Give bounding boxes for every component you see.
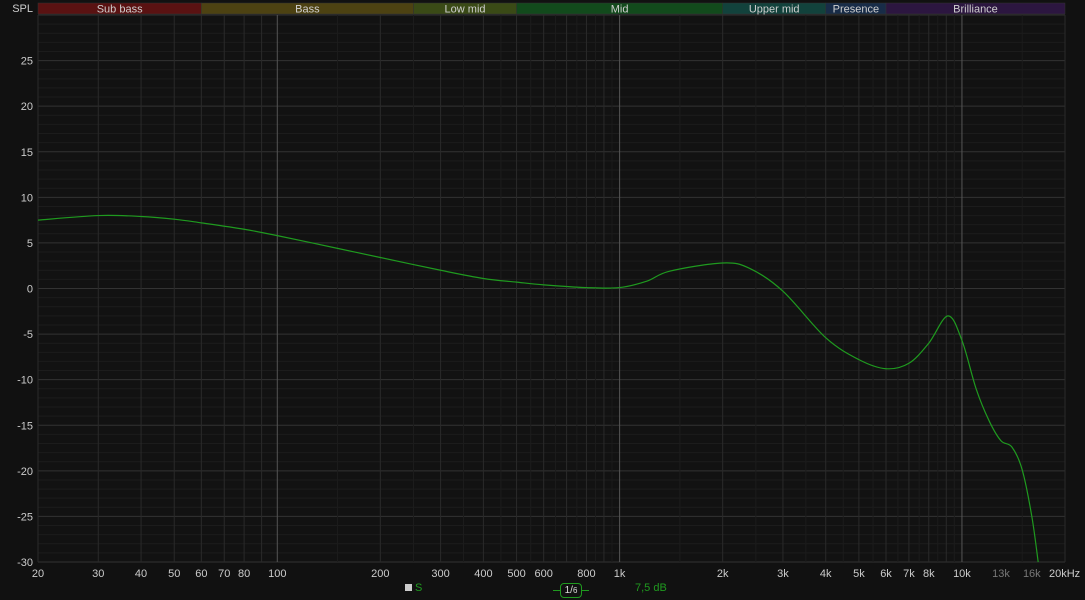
x-tick-label: 8k: [923, 568, 935, 580]
y-tick-label: -15: [17, 420, 33, 432]
x-tick-label: 70: [218, 568, 230, 580]
x-tick-label: 200: [371, 568, 389, 580]
y-tick-label: 20: [21, 101, 33, 113]
x-tick-label: 10k: [953, 568, 971, 580]
y-tick-label: 25: [21, 56, 33, 68]
x-tick-label: 1k: [614, 568, 626, 580]
y-tick-label: -20: [17, 466, 33, 478]
x-tick-label: 2k: [717, 568, 729, 580]
x-tick-label: 20: [32, 568, 44, 580]
band-brilliance: [885, 2, 1066, 15]
y-tick-label: -30: [17, 557, 33, 569]
x-tick-label: 7k: [903, 568, 915, 580]
x-tick-label: 800: [577, 568, 595, 580]
band-label: Low mid: [445, 4, 486, 16]
band-label: Brilliance: [953, 4, 998, 16]
y-tick-label: -5: [23, 329, 33, 341]
x-tick-label: 400: [474, 568, 492, 580]
x-tick-label: 600: [534, 568, 552, 580]
series-visibility-checkbox[interactable]: [405, 584, 412, 591]
y-tick-label: -25: [17, 511, 33, 523]
x-tick-label: 300: [431, 568, 449, 580]
band-label: Mid: [611, 4, 629, 16]
band-label: Bass: [295, 4, 320, 16]
y-tick-label: -10: [17, 375, 33, 387]
band-label: Upper mid: [749, 4, 800, 16]
x-tick-label: 3k: [777, 568, 789, 580]
x-tick-label: 5k: [853, 568, 865, 580]
x-tick-label: 40: [135, 568, 147, 580]
x-tick-label: 16k: [1023, 568, 1041, 580]
series-line-s: [37, 214, 1039, 563]
x-tick-label: 20kHz: [1049, 568, 1080, 580]
x-tick-label: 4k: [820, 568, 832, 580]
smoothing-numerator: 1: [564, 585, 571, 596]
x-tick-label: 50: [168, 568, 180, 580]
y-tick-label: 10: [21, 192, 33, 204]
x-tick-label: 13k: [992, 568, 1010, 580]
x-tick-label: 6k: [880, 568, 892, 580]
band-label: Sub bass: [97, 4, 143, 16]
series-legend-item[interactable]: S: [405, 582, 422, 594]
x-tick-label: 500: [507, 568, 525, 580]
y-tick-label: 5: [27, 238, 33, 250]
series-name: S: [415, 582, 423, 594]
smoothing-indicator[interactable]: 1/6: [553, 582, 589, 598]
y-tick-label: 15: [21, 147, 33, 159]
y-axis-label: SPL: [12, 3, 33, 15]
x-tick-label: 60: [195, 568, 207, 580]
y-tick-label: 0: [27, 284, 33, 296]
smoothing-denominator: 6: [572, 586, 578, 595]
x-tick-label: 30: [92, 568, 104, 580]
x-tick-label: 80: [238, 568, 250, 580]
x-tick-label: 100: [268, 568, 286, 580]
band-label: Presence: [833, 4, 879, 16]
scale-label: 7,5 dB: [635, 582, 667, 594]
